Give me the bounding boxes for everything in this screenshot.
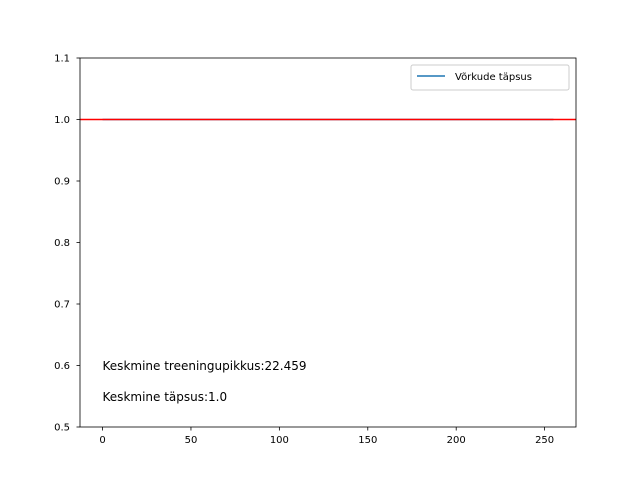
annotation-mean-accuracy: Keskmine täpsus:1.0 [103, 390, 228, 404]
legend-label: Võrkude täpsus [455, 72, 532, 83]
y-tick-label: 0.5 [54, 423, 70, 434]
y-tick-label: 0.9 [54, 177, 70, 188]
x-tick-label: 100 [270, 435, 289, 446]
legend-box [410, 64, 570, 91]
annotation-mean-training-length: Keskmine treeningupikkus:22.459 [103, 359, 307, 373]
x-axis-ticks: 0 50 100 150 200 250 [99, 427, 554, 446]
axes-frame [79, 57, 577, 428]
y-axis-ticks: 0.5 0.6 0.7 0.8 0.9 1.0 1.1 [54, 54, 80, 434]
legend: Võrkude täpsus [410, 64, 570, 91]
x-tick-label: 250 [535, 435, 554, 446]
y-tick-label: 0.8 [54, 238, 70, 249]
y-tick-label: 1.1 [54, 54, 70, 65]
x-tick-label: 150 [358, 435, 377, 446]
y-tick-label: 1.0 [54, 115, 70, 126]
y-tick-label: 0.7 [54, 300, 70, 311]
x-tick-label: 0 [99, 435, 105, 446]
annotations: Keskmine treeningupikkus:22.459 Keskmine… [103, 359, 307, 404]
y-tick-label: 0.6 [54, 361, 70, 372]
x-tick-label: 200 [447, 435, 466, 446]
x-tick-label: 50 [185, 435, 198, 446]
